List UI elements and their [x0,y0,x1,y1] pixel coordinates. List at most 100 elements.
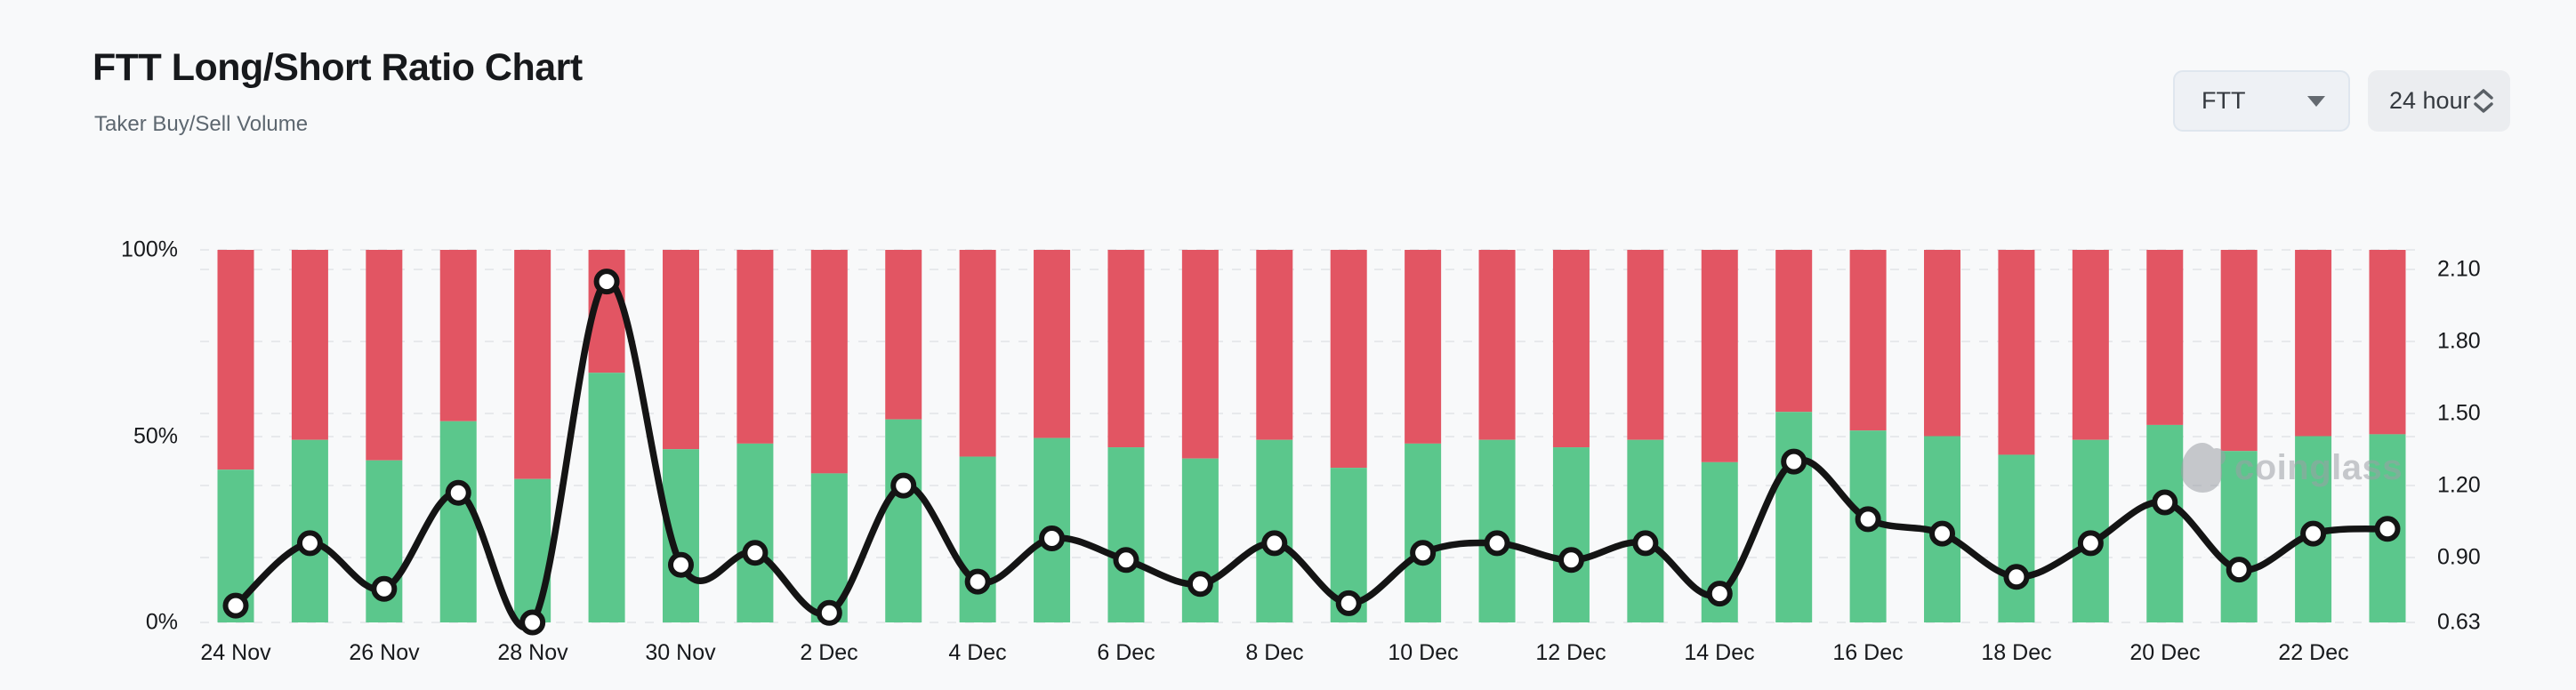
sell-bar-segment[interactable] [439,250,477,421]
buy-bar-segment[interactable] [588,373,625,622]
sell-bar-segment[interactable] [885,250,922,420]
x-axis-tick: 26 Nov [349,640,420,665]
x-axis-tick: 10 Dec [1388,640,1459,665]
sell-bar-segment[interactable] [2295,250,2332,437]
ratio-point[interactable] [1558,547,1584,574]
ratio-point[interactable] [2003,564,2030,590]
ratio-line [232,277,2391,631]
symbol-select[interactable]: FTT [2173,70,2350,132]
ratio-point[interactable] [2300,520,2327,547]
ratio-point[interactable] [964,568,991,595]
symbol-select-value: FTT [2202,87,2246,114]
x-axis-tick: 24 Nov [200,640,271,665]
right-axis-tick: 1.50 [2437,400,2481,426]
ratio-point[interactable] [1039,526,1066,551]
ratio-point[interactable] [519,609,546,636]
sell-bar-segment[interactable] [1181,250,1219,459]
ratio-point[interactable] [2226,557,2252,583]
sell-bar-segment[interactable] [1034,250,1071,438]
sell-bar-segment[interactable] [1775,250,1813,413]
buy-bar-segment[interactable] [1181,458,1219,622]
ratio-point[interactable] [1781,448,1807,475]
ratio-point[interactable] [1187,571,1213,598]
right-axis-tick: 2.10 [2437,256,2481,282]
ratio-point[interactable] [1410,540,1437,566]
sell-bar-segment[interactable] [1478,250,1516,440]
x-axis-tick: 28 Nov [497,640,568,665]
buy-bar-segment[interactable] [737,443,774,622]
sell-bar-segment[interactable] [1107,250,1145,448]
buy-bar-segment[interactable] [1998,454,2035,622]
right-axis-tick: 0.63 [2437,609,2481,635]
ratio-point[interactable] [1484,530,1510,557]
sell-bar-segment[interactable] [2072,250,2109,440]
x-axis-tick: 4 Dec [948,640,1007,665]
ratio-point[interactable] [371,575,398,602]
sell-bar-segment[interactable] [662,250,699,450]
sell-bar-segment[interactable] [737,250,774,444]
sell-bar-segment[interactable] [366,250,403,461]
ratio-point[interactable] [2152,489,2178,516]
ratio-point[interactable] [742,540,769,566]
ratio-point[interactable] [1929,520,1956,547]
ratio-point[interactable] [667,551,694,578]
ratio-point[interactable] [222,592,249,619]
ratio-point[interactable] [1632,530,1659,557]
buy-bar-segment[interactable] [439,421,477,622]
buy-bar-segment[interactable] [1552,447,1590,622]
sell-bar-segment[interactable] [514,250,551,479]
sell-bar-segment[interactable] [1627,250,1664,440]
page-subtitle: Taker Buy/Sell Volume [94,112,309,136]
sell-bar-segment[interactable] [1256,250,1293,440]
sell-bar-segment[interactable] [217,250,254,470]
ratio-point[interactable] [816,599,842,626]
ratio-point[interactable] [1335,590,1362,616]
buy-bar-segment[interactable] [2146,424,2184,622]
sell-bar-segment[interactable] [2369,250,2406,435]
ratio-point[interactable] [296,530,323,557]
sell-bar-segment[interactable] [1701,250,1738,462]
sell-bar-segment[interactable] [1998,250,2035,455]
sell-bar-segment[interactable] [959,250,996,457]
sell-bar-segment[interactable] [291,250,328,440]
sell-bar-segment[interactable] [810,250,848,474]
ratio-point[interactable] [445,479,471,506]
interval-select-value: 24 hour [2389,87,2471,114]
buy-bar-segment[interactable] [1775,412,1813,622]
x-axis-tick: 8 Dec [1245,640,1304,665]
ratio-point[interactable] [2374,516,2401,542]
chevron-down-icon [2307,95,2325,107]
left-axis-tick: 0% [145,609,178,635]
ratio-point[interactable] [1855,506,1881,533]
ratio-point[interactable] [1113,547,1139,574]
buy-bar-segment[interactable] [1107,447,1145,622]
sell-bar-segment[interactable] [1330,250,1367,469]
sell-bar-segment[interactable] [1924,250,1961,437]
x-axis-tick: 16 Dec [1832,640,1904,665]
right-axis-tick: 1.80 [2437,328,2481,354]
interval-select[interactable]: 24 hour [2368,70,2510,132]
sell-bar-segment[interactable] [1552,250,1590,448]
sell-bar-segment[interactable] [1849,250,1887,431]
buy-bar-segment[interactable] [514,478,551,622]
sell-bar-segment[interactable] [2146,250,2184,425]
buy-bar-segment[interactable] [2220,451,2258,622]
ratio-point[interactable] [593,269,620,295]
x-axis-tick: 12 Dec [1535,640,1606,665]
ratio-point[interactable] [1261,530,1288,557]
ratio-point[interactable] [2077,530,2104,557]
ratio-point[interactable] [890,472,917,499]
ratio-point[interactable] [1706,581,1733,607]
right-axis-tick: 1.20 [2437,472,2481,498]
buy-bar-segment[interactable] [885,419,922,622]
buy-bar-segment[interactable] [1405,443,1442,622]
sell-bar-segment[interactable] [2220,250,2258,452]
sell-bar-segment[interactable] [1405,250,1442,444]
x-axis-tick: 14 Dec [1684,640,1755,665]
x-axis-tick: 30 Nov [645,640,716,665]
page-title: FTT Long/Short Ratio Chart [93,46,583,89]
right-axis-tick: 0.90 [2437,544,2481,570]
buy-bar-segment[interactable] [959,456,996,622]
